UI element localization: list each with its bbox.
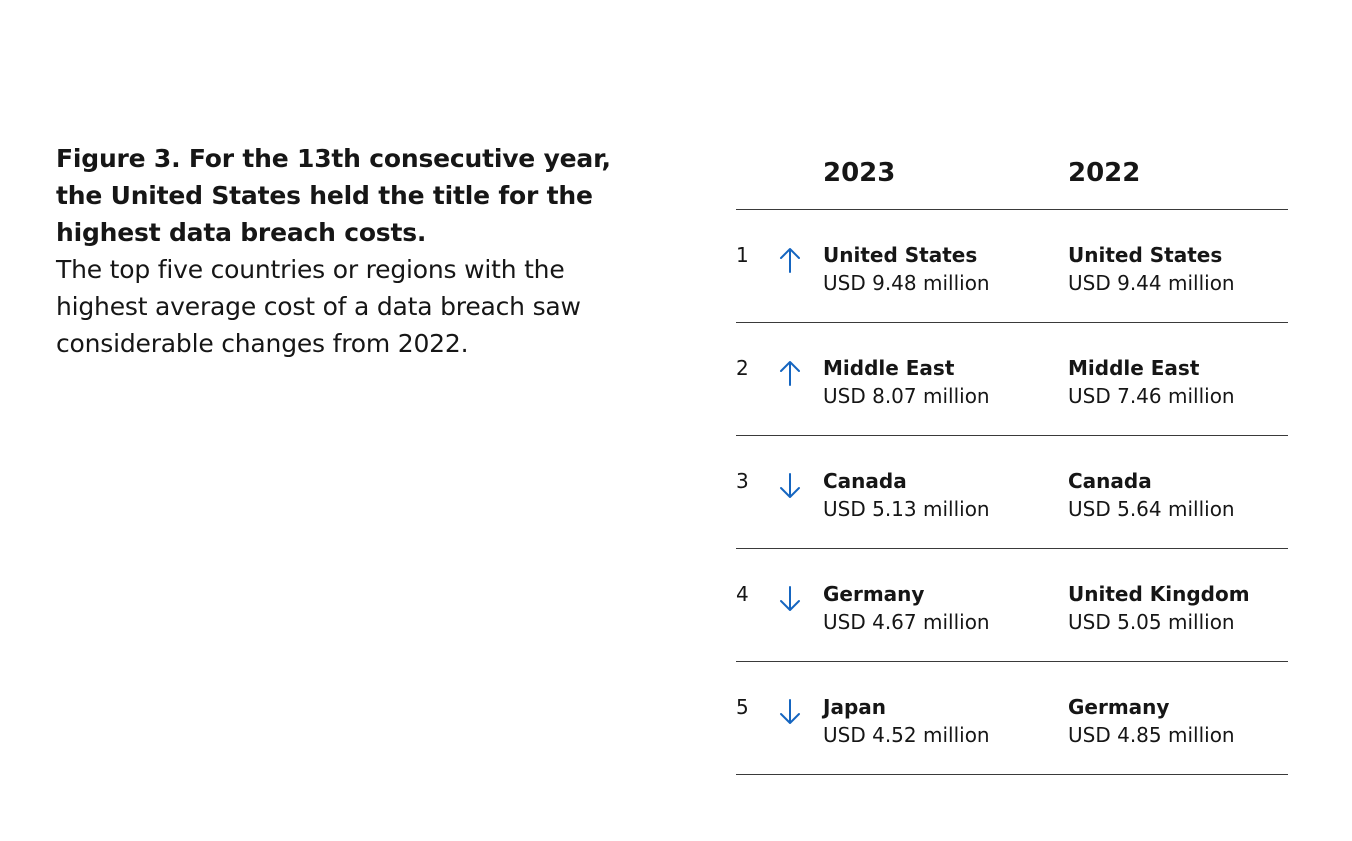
table-header: 2023 2022 bbox=[736, 150, 1288, 210]
breach-cost-value: USD 7.46 million bbox=[1068, 384, 1235, 408]
arrow-down-icon bbox=[780, 699, 800, 724]
cell-2022: Canada USD 5.64 million bbox=[1068, 467, 1235, 523]
arrow-down-icon bbox=[780, 586, 800, 611]
breach-cost-value: USD 4.52 million bbox=[823, 723, 990, 747]
breach-cost-value: USD 5.64 million bbox=[1068, 497, 1235, 521]
rank-number: 4 bbox=[736, 582, 749, 606]
breach-cost-value: USD 9.48 million bbox=[823, 271, 990, 295]
country-name: Canada bbox=[823, 469, 907, 493]
rank-number: 5 bbox=[736, 695, 749, 719]
cell-2022: United States USD 9.44 million bbox=[1068, 241, 1235, 297]
rank-number: 2 bbox=[736, 356, 749, 380]
breach-cost-value: USD 9.44 million bbox=[1068, 271, 1235, 295]
table-row: 4 Germany USD 4.67 million United Kingdom US… bbox=[736, 549, 1288, 662]
country-name: Germany bbox=[823, 582, 925, 606]
arrow-down-icon bbox=[780, 473, 800, 498]
table-row: 2 Middle East USD 8.07 million Middle East U… bbox=[736, 323, 1288, 436]
country-name: United States bbox=[823, 243, 978, 267]
cell-2023: Canada USD 5.13 million bbox=[823, 467, 990, 523]
country-name: Canada bbox=[1068, 469, 1152, 493]
country-name: Japan bbox=[823, 695, 886, 719]
table-body: 1 United States USD 9.48 million United Sta… bbox=[736, 210, 1288, 775]
country-name: United Kingdom bbox=[1068, 582, 1250, 606]
cell-2023: Middle East USD 8.07 million bbox=[823, 354, 990, 410]
cell-2022: Middle East USD 7.46 million bbox=[1068, 354, 1235, 410]
arrow-up-icon bbox=[780, 248, 800, 273]
column-header-2023: 2023 bbox=[823, 158, 896, 188]
rank-number: 1 bbox=[736, 243, 749, 267]
breach-cost-value: USD 5.13 million bbox=[823, 497, 990, 521]
cell-2022: Germany USD 4.85 million bbox=[1068, 693, 1235, 749]
figure-title: Figure 3. For the 13th consecutive year,… bbox=[56, 144, 611, 247]
country-name: Middle East bbox=[823, 356, 955, 380]
cell-2023: United States USD 9.48 million bbox=[823, 241, 990, 297]
table-row: 1 United States USD 9.48 million United Sta… bbox=[736, 210, 1288, 323]
rank-number: 3 bbox=[736, 469, 749, 493]
table-row: 3 Canada USD 5.13 million Canada USD 5.64 mi… bbox=[736, 436, 1288, 549]
country-name: Middle East bbox=[1068, 356, 1200, 380]
breach-cost-value: USD 5.05 million bbox=[1068, 610, 1235, 634]
cell-2023: Germany USD 4.67 million bbox=[823, 580, 990, 636]
breach-cost-value: USD 4.85 million bbox=[1068, 723, 1235, 747]
cell-2023: Japan USD 4.52 million bbox=[823, 693, 990, 749]
breach-cost-table: 2023 2022 1 United States USD 9.48 million… bbox=[736, 150, 1288, 775]
cell-2022: United Kingdom USD 5.05 million bbox=[1068, 580, 1250, 636]
figure-caption: Figure 3. For the 13th consecutive year,… bbox=[56, 140, 616, 362]
breach-cost-value: USD 8.07 million bbox=[823, 384, 990, 408]
country-name: Germany bbox=[1068, 695, 1170, 719]
arrow-up-icon bbox=[780, 361, 800, 386]
country-name: United States bbox=[1068, 243, 1223, 267]
breach-cost-value: USD 4.67 million bbox=[823, 610, 990, 634]
table-row: 5 Japan USD 4.52 million Germany USD 4.85 mi… bbox=[736, 662, 1288, 775]
figure-description: The top five countries or regions with t… bbox=[56, 255, 581, 358]
column-header-2022: 2022 bbox=[1068, 158, 1141, 188]
